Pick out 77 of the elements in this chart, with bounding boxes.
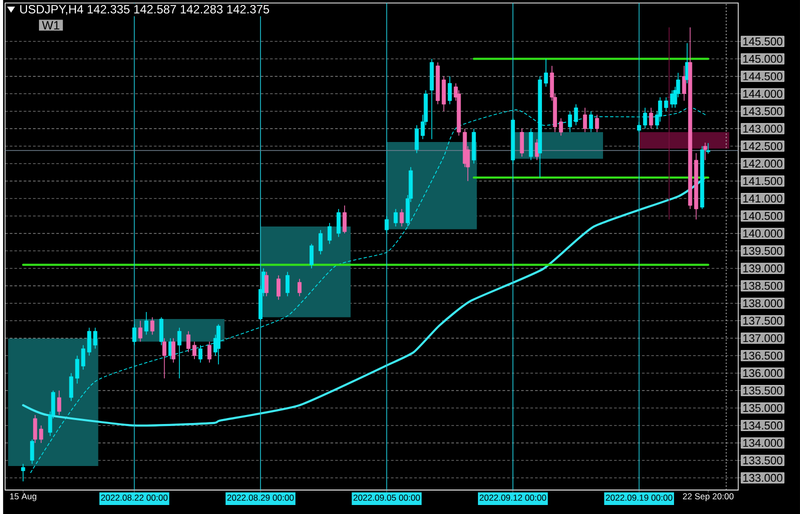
- y-tick-label: 135.000: [743, 404, 782, 412]
- y-tick-label: 134.500: [743, 422, 782, 430]
- candlestick: [207, 341, 212, 364]
- candlestick: [318, 230, 323, 255]
- x-tick-label: 22 Sep 20:00: [682, 493, 734, 502]
- y-tick-label: 135.500: [743, 386, 782, 395]
- candlestick: [159, 316, 164, 346]
- candlestick: [216, 324, 220, 365]
- y-tick-label: 139.000: [743, 264, 782, 272]
- candlestick: [264, 271, 269, 297]
- candlestick: [198, 344, 202, 364]
- y-tick-label: 139.500: [743, 246, 782, 255]
- y-tick-label: 133.500: [743, 456, 782, 464]
- candlestick: [637, 121, 642, 133]
- y-tick-label: 144.000: [743, 90, 782, 98]
- candlestick: [298, 278, 302, 297]
- y-tick-label: 141.500: [743, 177, 782, 186]
- candlestick: [342, 205, 347, 234]
- y-tick-label: 142.000: [743, 160, 782, 168]
- y-tick-label: 141.000: [743, 194, 782, 202]
- candlestick: [186, 330, 190, 353]
- candlestick: [589, 110, 594, 133]
- y-tick-label: 137.000: [743, 334, 782, 342]
- candlestick: [520, 128, 524, 158]
- y-tick-label: 140.000: [743, 229, 782, 238]
- candlestick: [150, 316, 154, 336]
- y-tick-label: 145.000: [743, 54, 782, 63]
- candlestick: [336, 208, 341, 238]
- chart-title: USDJPY,H4 142.335 142.587 142.283 142.375: [20, 5, 270, 15]
- x-tick-label: 2022.09.12 00:00: [480, 494, 546, 501]
- candlestick: [171, 338, 176, 364]
- y-tick-label: 137.500: [743, 316, 782, 325]
- y-tick-label: 136.000: [743, 369, 782, 378]
- y-tick-label: 133.000: [743, 474, 782, 482]
- y-tick-label: 143.000: [743, 124, 782, 133]
- bar: [8, 338, 98, 466]
- candlestick: [583, 107, 588, 133]
- y-tick-label: 142.500: [743, 142, 782, 150]
- x-tick-label: 2022.09.19 00:00: [606, 494, 672, 501]
- x-tick-label: 2022.08.29 00:00: [227, 494, 294, 501]
- candlestick: [544, 58, 548, 88]
- candlestick: [192, 341, 196, 360]
- candlestick: [703, 142, 708, 161]
- candlestick: [595, 114, 600, 133]
- candlestick: [328, 222, 332, 244]
- candlestick: [162, 338, 166, 379]
- candlestick: [132, 324, 136, 346]
- candlestick: [30, 439, 34, 464]
- y-tick-label: 138.500: [743, 282, 782, 290]
- candlestick: [310, 244, 314, 269]
- y-tick-label: 134.000: [743, 438, 782, 447]
- candlestick: [57, 390, 62, 416]
- candlestick: [177, 327, 182, 379]
- candlestick: [138, 320, 142, 342]
- y-tick-label: 138.000: [743, 299, 782, 308]
- candlestick: [394, 208, 398, 227]
- annotation: W1: [42, 21, 60, 30]
- x-tick-label: 2022.09.05 00:00: [354, 494, 420, 501]
- y-tick-label: 136.500: [743, 352, 782, 360]
- x-tick-label: 15 Aug: [10, 493, 36, 502]
- candlestick: [649, 107, 654, 130]
- bar: [386, 142, 477, 230]
- candlestick: [568, 110, 572, 133]
- candlestick: [384, 216, 389, 234]
- y-tick-label: 140.500: [743, 212, 782, 220]
- candlestick: [286, 271, 290, 297]
- candlestick: [558, 118, 563, 136]
- candlestick: [448, 76, 452, 105]
- candlestick: [276, 274, 281, 300]
- candlestick: [144, 312, 148, 336]
- candlestick: [21, 463, 26, 482]
- bar: [639, 132, 730, 149]
- x-tick-label: 2022.08.22 00:00: [101, 494, 168, 501]
- y-tick-label: 145.500: [743, 37, 782, 46]
- candlestick: [400, 208, 404, 227]
- y-tick-label: 143.500: [743, 107, 782, 116]
- y-tick-label: 144.500: [743, 72, 782, 80]
